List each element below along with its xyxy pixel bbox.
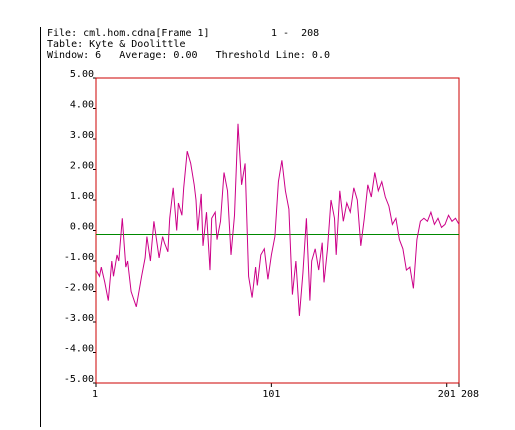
- range-label: 1 - 208: [271, 28, 320, 39]
- y-tick-label: -4.00: [64, 344, 94, 355]
- y-tick-label: -5.00: [64, 374, 94, 385]
- file-label: File: cml.hom.cdna[Frame 1]: [47, 28, 210, 39]
- left-rule: [40, 27, 41, 427]
- series-line: [95, 123, 460, 316]
- y-tick-label: 3.00: [70, 130, 94, 141]
- plot-frame: [95, 77, 460, 384]
- y-tick-label: 1.00: [70, 191, 94, 202]
- y-tick-label: 0.00: [70, 222, 94, 233]
- params-row: Window: 6 Average: 0.00 Threshold Line: …: [47, 50, 330, 61]
- info-header: File: cml.hom.cdna[Frame 1] Table: Kyte …: [47, 28, 330, 61]
- y-tick-label: 2.00: [70, 161, 94, 172]
- y-tick-label: 5.00: [70, 69, 94, 80]
- x-axis: 1 101 201 208: [92, 383, 479, 400]
- y-tick-label: -1.00: [64, 252, 94, 263]
- y-tick-label: -2.00: [64, 283, 94, 294]
- table-label: Table: Kyte & Doolittle: [47, 39, 186, 50]
- y-tick-label: -3.00: [64, 313, 94, 324]
- window-label: Window: 6: [47, 50, 102, 61]
- x-tick-label: 208: [461, 389, 479, 400]
- x-tick-label: 201: [438, 389, 456, 400]
- x-tick-label: 1: [92, 389, 98, 400]
- y-tick-label: 4.00: [70, 100, 94, 111]
- average-label: Average: 0.00: [119, 50, 198, 61]
- x-tick-label: 101: [262, 389, 280, 400]
- threshold-label: Threshold Line: 0.0: [215, 50, 330, 61]
- y-axis: 5.00 4.00 3.00 2.00 1.00 0.00 -1.00 -2.00 -3.00 -…: [64, 69, 96, 385]
